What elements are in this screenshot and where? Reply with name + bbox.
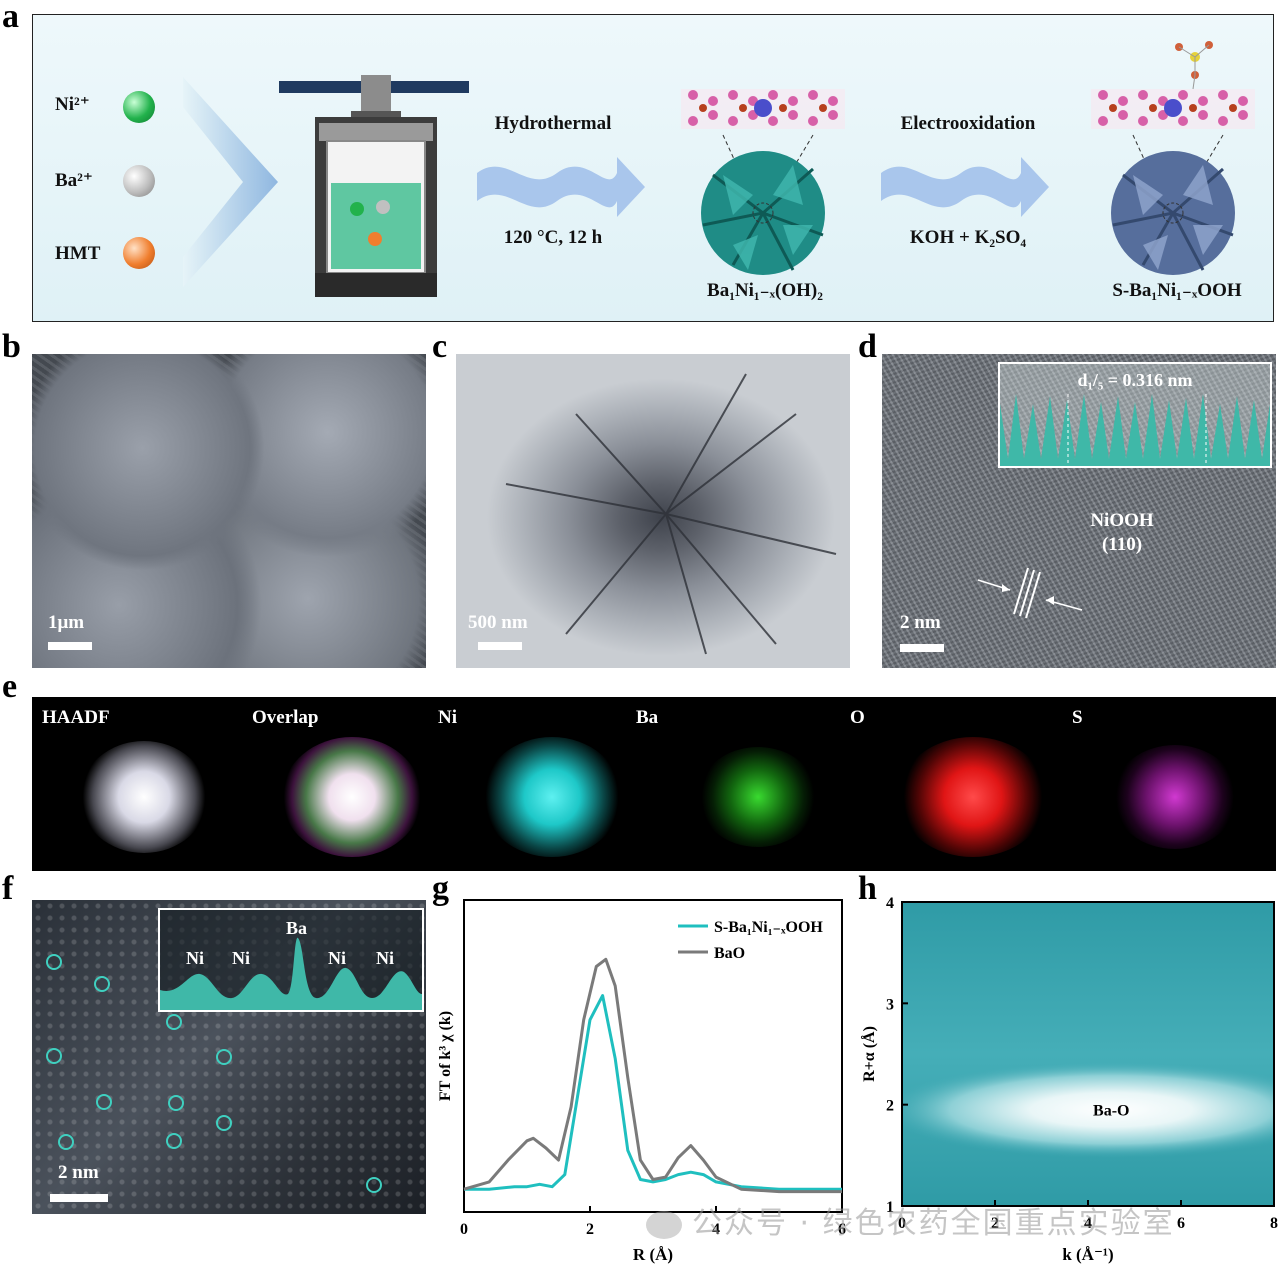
intensity-profile-inset: Ni Ni Ba Ni Ni [158, 908, 424, 1012]
ba-ion-sphere [123, 165, 155, 197]
product1-formula: Ba₁Ni₁₋ₓ(OH)₂ [707, 280, 823, 301]
stem-image: Ni Ni Ba Ni Ni 2 nm [32, 900, 426, 1214]
exafs-xlabel: R (Å) [633, 1245, 673, 1264]
lattice-profile-inset: d₁/₅ = 0.316 nm [998, 362, 1272, 468]
wavelet-xtick-label: 8 [1270, 1215, 1278, 1232]
map-label-ba: Ba [636, 707, 659, 728]
wavelet-xtick-label: 2 [991, 1215, 999, 1232]
panel-label-a: a [2, 0, 19, 35]
ba-ni-hydroxide-structure [681, 89, 845, 275]
sem-scale-bar [48, 642, 92, 650]
map-label-ni: Ni [438, 707, 457, 728]
d-spacing-label: d₁/₅ = 0.316 nm [1077, 370, 1193, 390]
tem-scale-label: 500 nm [468, 612, 528, 633]
overlap-map [282, 737, 422, 857]
panel-label-d: d [858, 328, 877, 365]
autoclave-reactor [279, 75, 469, 297]
wavelet-xtick-label: 4 [1084, 1215, 1092, 1232]
step1-title: Hydrothermal [494, 113, 612, 134]
profile-label-ba: Ba [286, 918, 308, 938]
panel-label-e: e [2, 668, 18, 705]
legend-label-bao: BaO [714, 945, 745, 962]
panel-label-b: b [2, 328, 21, 365]
tem-image: 500 nm [456, 354, 850, 668]
panel-label-h: h [858, 870, 877, 907]
tem-nanosheet-lines [505, 373, 837, 655]
o-map [898, 737, 1048, 857]
product2-formula: S-Ba₁Ni₁₋ₓOOH [1112, 280, 1242, 301]
ion-label-hmt: HMT [55, 243, 101, 264]
synthesis-schematic: Ni²⁺ Ba²⁺ HMT Hydrothermal 120 °C, 12 h [32, 14, 1274, 322]
profile-label-ni-3: Ni [328, 948, 346, 968]
sem-image: 1μm [32, 354, 426, 668]
ion-label-ba: Ba²⁺ [55, 170, 93, 191]
watermark: 公众号 · 绿色农药全国重点实验室 [646, 1198, 1175, 1242]
exafs-ylabel: FT of k³ χ (k) [437, 1011, 454, 1101]
wavelet-xtick-label: 6 [1177, 1215, 1185, 1232]
watermark-text: 公众号 · 绿色农药全国重点实验室 [692, 1206, 1175, 1241]
profile-label-ni-4: Ni [376, 948, 394, 968]
wave-arrow-2 [881, 157, 1049, 217]
wavelet-ytick-label: 3 [886, 996, 894, 1013]
stem-scale-bar [50, 1194, 108, 1202]
map-label-o: O [850, 707, 865, 728]
profile-label-ni-2: Ni [232, 948, 250, 968]
wavelet-chart: 0 2 4 6 8 1 2 3 4 Ba-O k (Å⁻¹) R+α (Å) [860, 895, 1278, 1264]
ba-atom-markers [46, 954, 382, 1193]
lattice-profile-plot [1000, 394, 1270, 466]
wavelet-ylabel: R+α (Å) [860, 1026, 878, 1082]
wavelet-heatmap-background [902, 902, 1274, 1206]
ni-map [482, 737, 622, 857]
panel-label-f: f [2, 870, 14, 907]
eds-mapping-strip: HAADF Overlap Ni Ba O S [32, 697, 1276, 871]
map-label-overlap: Overlap [252, 707, 319, 728]
exafs-xtick-label: 2 [586, 1221, 594, 1238]
legend-label-s-ba-ni-ooh: S-Ba₁Ni₁₋ₓOOH [714, 919, 823, 936]
hrtem-image: d₁/₅ = 0.316 nm NiOOH (110) 2 nm [882, 354, 1276, 668]
map-label-haadf: HAADF [42, 707, 110, 728]
stem-scale-label: 2 nm [58, 1162, 99, 1183]
wechat-icon [646, 1210, 682, 1239]
hrtem-scale-label: 2 nm [900, 612, 941, 633]
intensity-profile-plot [160, 937, 422, 1010]
haadf-map [80, 741, 208, 853]
ba-o-peak-region [902, 1061, 1274, 1159]
exafs-xtick-label: 6 [838, 1221, 846, 1238]
exafs-xtick-label: 0 [460, 1221, 468, 1238]
hmt-sphere [123, 237, 155, 269]
hrtem-scale-bar [900, 644, 944, 652]
phase-label: NiOOH [1090, 510, 1154, 531]
lattice-fringe-markers [977, 567, 1083, 619]
step2-title: Electrooxidation [900, 113, 1036, 134]
wavelet-ytick-label: 4 [886, 895, 894, 912]
s-map [1112, 745, 1238, 849]
wavelet-ytick-label: 1 [886, 1199, 894, 1216]
step1-conditions: 120 °C, 12 h [503, 227, 603, 248]
sem-scale-label: 1μm [48, 612, 85, 633]
panel-label-g: g [432, 870, 449, 907]
wave-arrow-1 [477, 157, 645, 217]
step2-conditions: KOH + K₂SO₄ [909, 227, 1027, 248]
ion-label-ni: Ni²⁺ [55, 94, 90, 115]
ba-map [698, 747, 818, 847]
wavelet-ytick-label: 2 [886, 1098, 894, 1115]
map-label-s: S [1072, 707, 1083, 728]
wavelet-xlabel: k (Å⁻¹) [1062, 1245, 1113, 1264]
panel-label-c: c [432, 328, 448, 365]
plane-label: (110) [1101, 534, 1143, 555]
exafs-series-line-0 [464, 994, 842, 1191]
exafs-xtick-label: 4 [712, 1221, 720, 1238]
ba-o-annotation: Ba-O [1093, 1103, 1129, 1120]
profile-label-ni-1: Ni [186, 948, 204, 968]
wavelet-xtick-label: 0 [898, 1215, 906, 1232]
s-ba-ni-oxyhydroxide-structure [1091, 41, 1255, 275]
ni-ion-sphere [123, 91, 155, 123]
exafs-series-line-1 [463, 957, 842, 1194]
tem-scale-bar [478, 642, 522, 650]
feed-arrow [183, 77, 278, 287]
exafs-plot-frame [463, 899, 843, 1213]
